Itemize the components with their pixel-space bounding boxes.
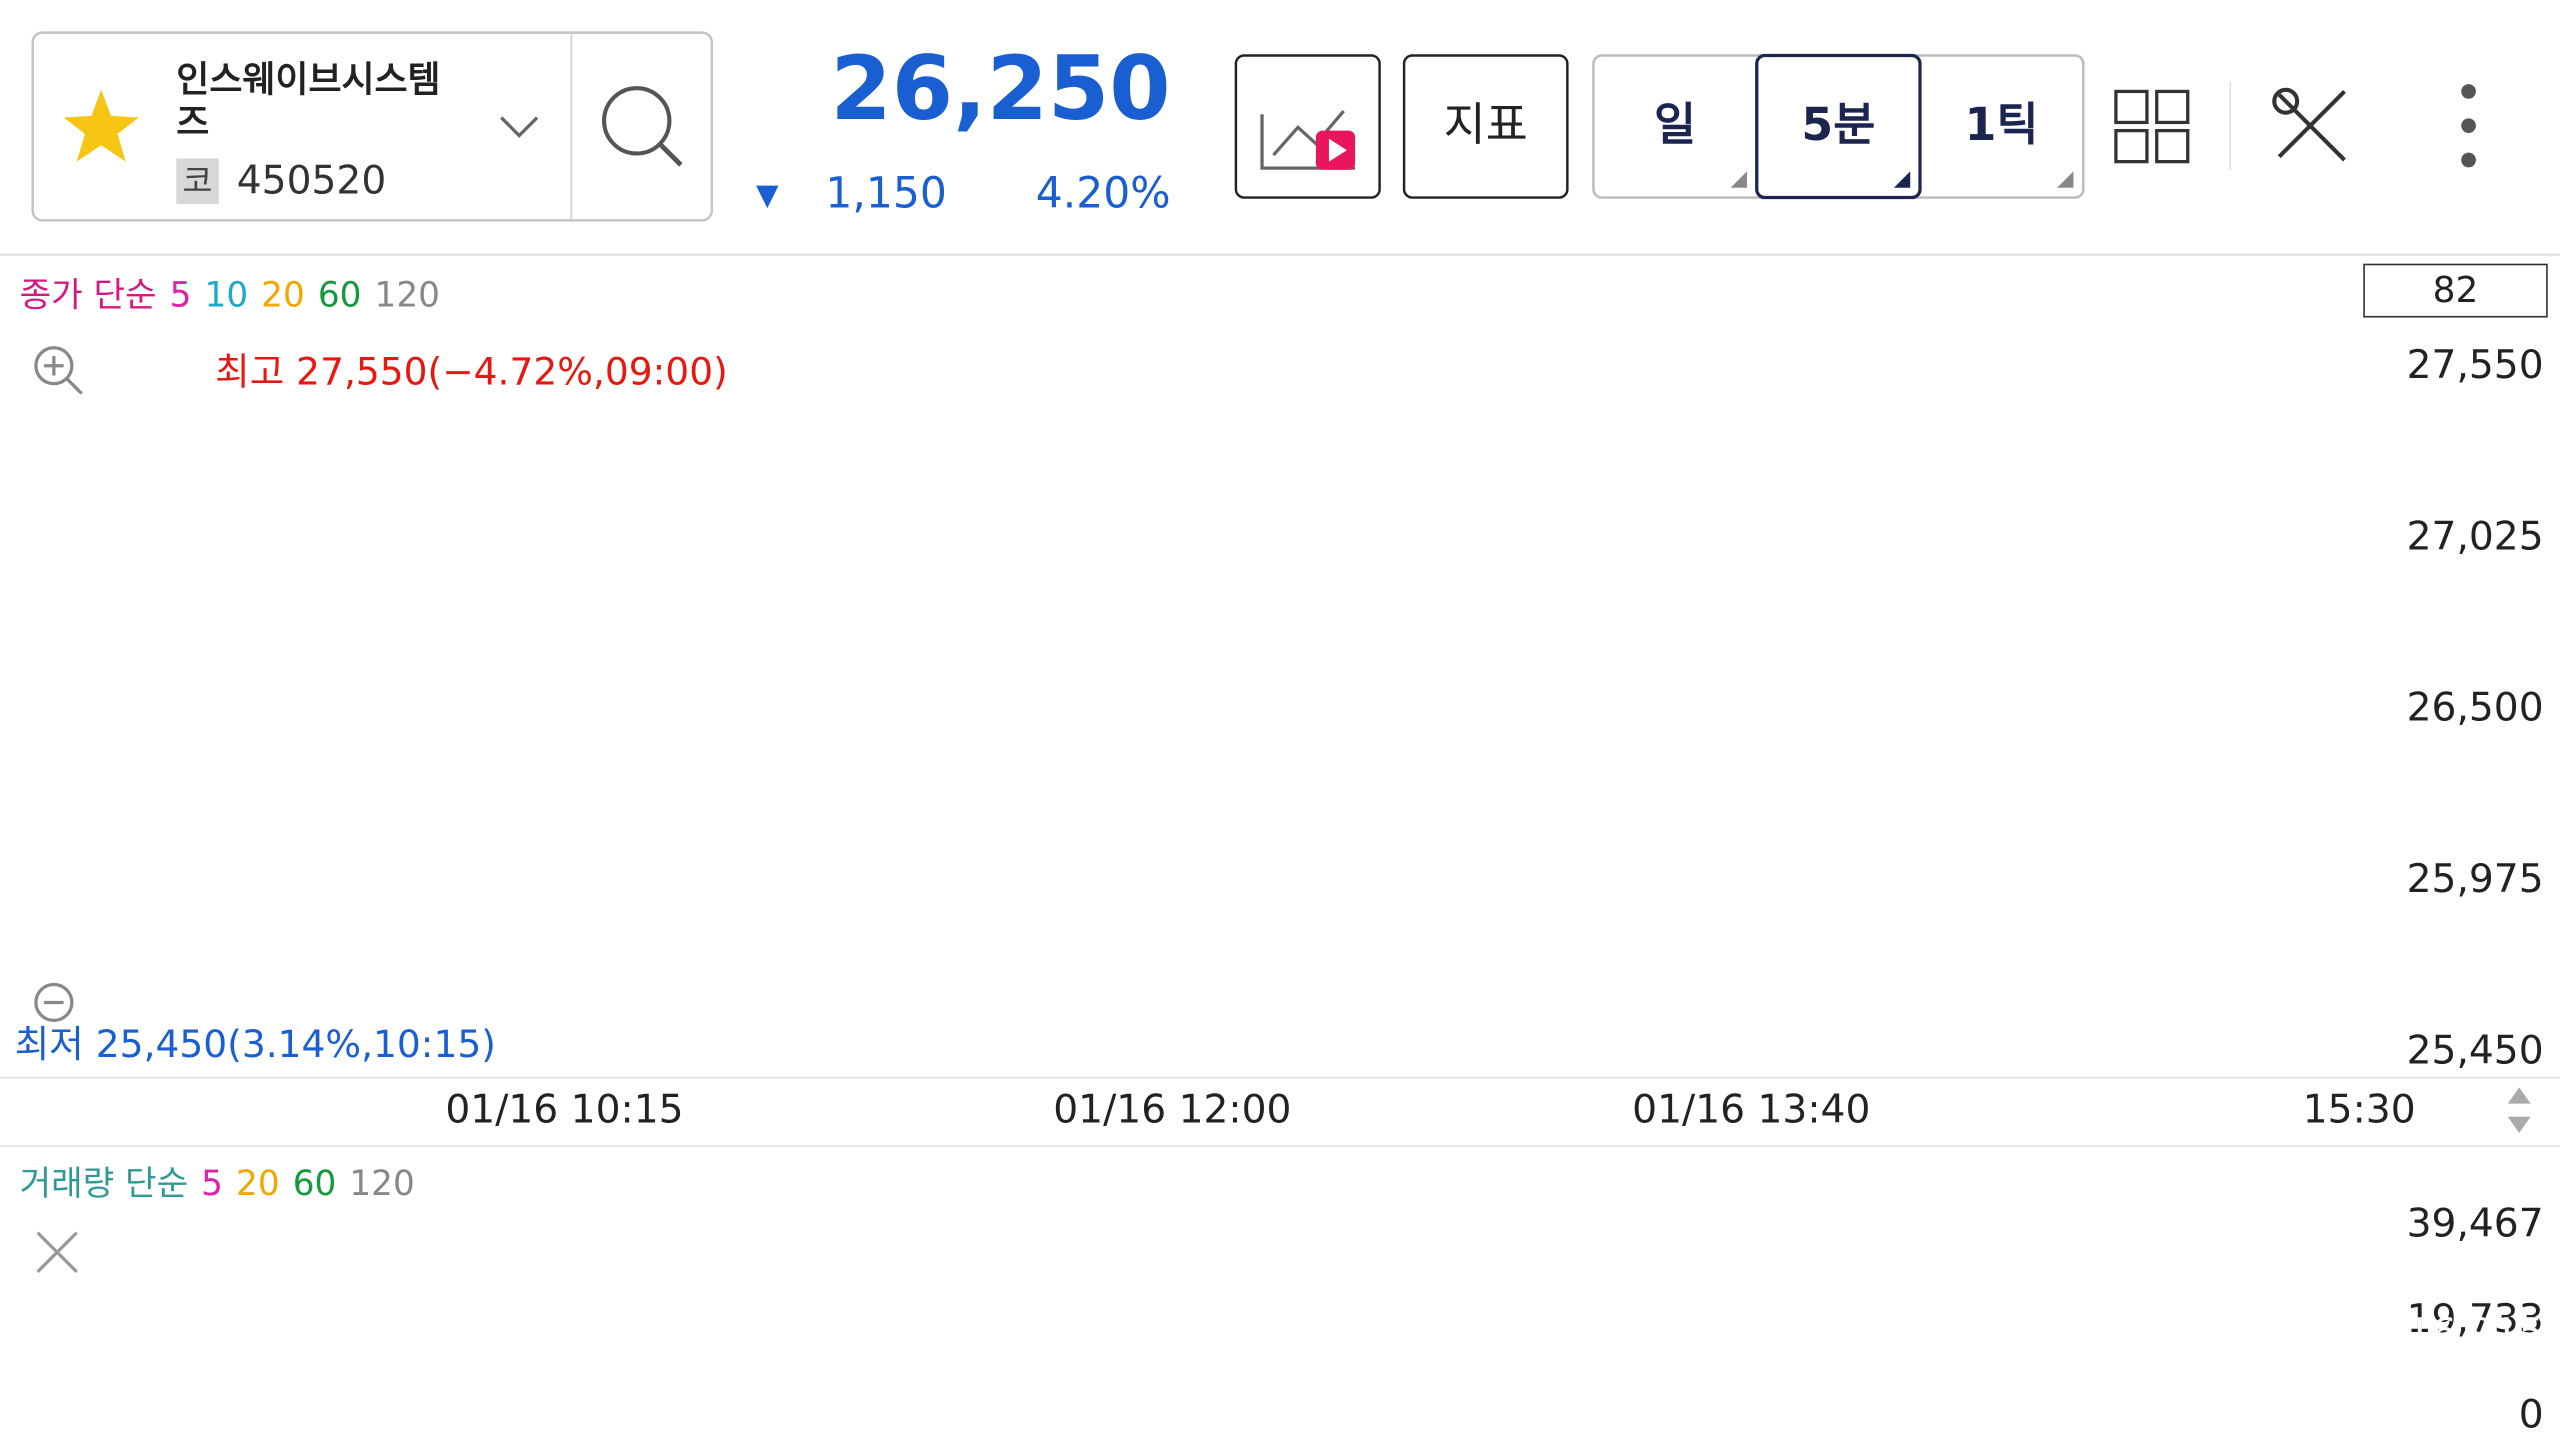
indicator-button-label[interactable]: 지표 [1444,98,1528,151]
stock-code: 450520 [237,158,387,203]
indicator-box [2363,263,2548,318]
indicator-button[interactable] [1402,54,1569,199]
last-volume-label: 16,915 [2407,1311,2544,1356]
dot [2461,84,2476,99]
period-option[interactable]: 일 [1654,98,1696,151]
stock-selector[interactable]: 인스웨이브시스템 즈 코 450520 [31,31,714,222]
price-change: 1,150 [825,169,947,218]
annotation: 최저 25,450(3.14%,10:15) [15,1022,496,1066]
legend-entry: 60 [318,276,362,316]
y-tick-label: 26,500 [2407,686,2544,731]
price-change-percent: 4.20% [1036,169,1171,218]
close-volume[interactable] [36,1231,78,1273]
zoom-glass [34,346,74,386]
favorite-star[interactable] [63,89,139,162]
last-price-change: −0.76% [2386,792,2543,837]
legend-entry: 5 [201,1164,223,1204]
legend-entry: 20 [261,276,305,316]
button-frame[interactable] [1234,54,1381,199]
y-tick-label: 27,550 [2407,343,2544,388]
current-price: 26,250 [830,37,1170,140]
x-axis-band [0,1077,2560,1147]
y-tick-label: 25,975 [2407,857,2544,902]
period-selected[interactable] [1755,53,1922,200]
zoom-handle [65,377,83,395]
legend-entry: 10 [205,276,249,316]
icon-line [1272,109,1345,157]
indicator-value: 82 [2433,270,2479,311]
search-icon-handle [657,141,683,167]
y-tick-label: 0 [2519,1393,2544,1438]
layout-icon[interactable] [2114,89,2190,164]
stock-name: 즈 [176,102,209,143]
chart-mode-button[interactable] [1234,54,1381,199]
x-tick-label: 01/16 12:00 [1053,1087,1291,1132]
legend-entry: 20 [236,1164,280,1204]
tools-icon[interactable] [2272,87,2346,162]
layout-cell [2114,128,2149,164]
code-badge [176,158,219,205]
zoom-out[interactable] [34,982,74,1023]
close-stroke [36,1231,78,1273]
stock-name: 인스웨이브시스템 [176,60,440,101]
y-tick-label: 27,025 [2407,514,2544,559]
scroll-up[interactable] [2507,1087,2531,1104]
legend-title: 거래량 단순 [20,1164,189,1204]
tool-stroke [2277,93,2346,162]
layout-cell [2114,89,2149,125]
dot [2461,118,2476,134]
layout-cell [2155,89,2190,125]
legend-entry: 120 [375,276,440,316]
zoom-in[interactable] [34,346,83,395]
last-price-label: 26,250 [2407,743,2544,788]
legend-entry: 60 [293,1164,337,1204]
legend-title: 종가 단순 [20,276,157,316]
more-menu[interactable] [2461,84,2476,168]
code-badge-text: 코 [183,162,213,200]
search-icon[interactable] [602,86,672,156]
dot [2461,152,2476,168]
dropdown-chevron[interactable] [500,116,539,138]
x-tick-label: 15:30 [2303,1087,2416,1132]
zoom-glass [34,982,74,1023]
tool-stroke [2277,89,2346,159]
y-tick-label: 25,450 [2407,1029,2544,1074]
x-tick-label: 01/16 13:40 [1632,1087,1870,1132]
period-option[interactable]: 1틱 [1965,98,2039,151]
tool-stroke [2272,87,2300,115]
legend-entry: 120 [349,1164,414,1204]
period-option[interactable]: 5분 [1801,98,1875,151]
y-tick-label: 19,733 [2407,1297,2544,1342]
layout-cell [2155,128,2190,164]
legend-entry: 5 [170,276,192,316]
y-tick-label: 39,467 [2407,1202,2544,1247]
icon-play [1328,138,1347,162]
x-tick-label: 01/16 10:15 [445,1087,683,1132]
scroll-down[interactable] [2507,1116,2531,1134]
change-arrow: ▼ [756,177,779,211]
annotation: 최고 27,550(−4.72%,09:00) [215,349,728,393]
